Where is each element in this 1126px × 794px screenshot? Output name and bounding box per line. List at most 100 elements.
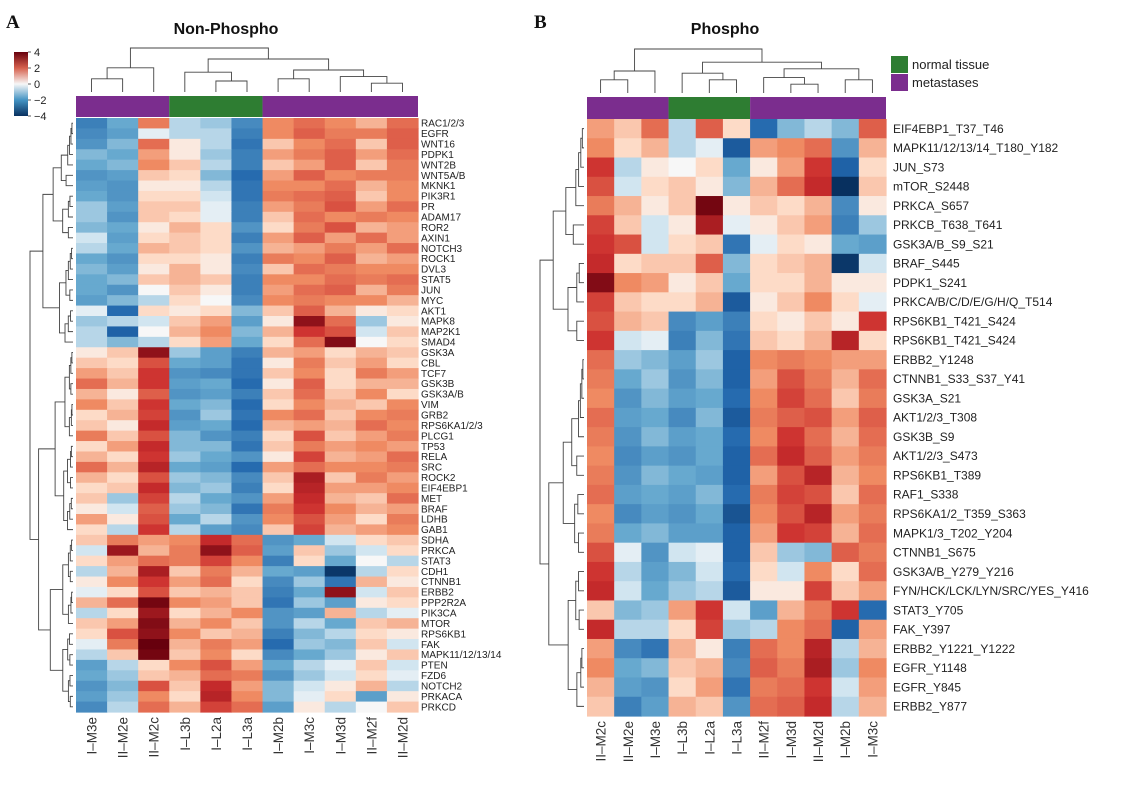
heatmap-cell [76, 274, 108, 286]
heatmap-cell [107, 222, 139, 234]
heatmap-cell [138, 680, 170, 692]
heatmap-cell [200, 149, 233, 161]
heatmap-cell [231, 639, 264, 651]
heatmap-cell [587, 215, 615, 236]
heatmap-cell [169, 253, 201, 265]
heatmap-cell [107, 118, 139, 130]
heatmap-cell [804, 427, 833, 447]
column-label-ii-m2c: II–M2c [147, 717, 162, 758]
heatmap-cell [169, 461, 201, 473]
heatmap-cell [200, 503, 233, 515]
heatmap-cell [858, 427, 887, 447]
column-dendrogram-branch [339, 76, 388, 92]
heatmap-cell [324, 659, 357, 671]
heatmap-cell [668, 330, 697, 351]
heatmap-cell [107, 607, 139, 619]
heatmap-cell [722, 677, 751, 698]
heatmap-cell [668, 619, 697, 640]
heatmap-cell [587, 176, 615, 197]
heatmap-cell [138, 607, 170, 619]
row-label-pdpk1-s241: PDPK1_S241 [893, 276, 967, 290]
heatmap-cell [355, 555, 388, 567]
legend-label-metastases: metastases [912, 75, 979, 90]
heatmap-cell [355, 524, 388, 536]
heatmap-cell [641, 561, 670, 582]
heatmap-cell [324, 420, 357, 432]
heatmap-cell [750, 542, 778, 563]
row-dendrogram-branch [42, 193, 60, 309]
heatmap-cell [777, 157, 806, 178]
heatmap-cell [587, 581, 615, 602]
row-label-pr: PR [421, 202, 435, 213]
row-label-adam17: ADAM17 [421, 213, 461, 224]
heatmap-cell [324, 493, 357, 505]
row-dendrogram-branch [67, 144, 73, 166]
group-bar-metastases [750, 97, 886, 119]
row-dendrogram-branch [71, 539, 73, 551]
heatmap-cell [231, 534, 264, 546]
row-label-cbl: CBL [421, 358, 441, 369]
heatmap-cell [804, 523, 833, 544]
heatmap-cell [355, 566, 388, 578]
heatmap-cell [107, 649, 139, 661]
heatmap-cell [107, 368, 139, 380]
heatmap-cell [138, 284, 170, 296]
heatmap-cell [355, 347, 388, 359]
heatmap-cell [231, 211, 264, 223]
heatmap-cell [641, 311, 670, 332]
heatmap-cell [169, 524, 201, 536]
heatmap-cell [138, 451, 170, 463]
heatmap-cell [722, 523, 751, 544]
heatmap-cell [587, 600, 615, 621]
heatmap-cell [76, 201, 108, 213]
heatmap-cell [614, 196, 642, 216]
heatmap-cell [138, 232, 170, 244]
row-label-vim: VIM [421, 400, 439, 411]
heatmap-cell [76, 409, 108, 421]
heatmap-cell [750, 561, 778, 582]
row-dendrogram-branch [576, 272, 584, 303]
heatmap-cell [858, 658, 887, 679]
heatmap-cell [293, 316, 326, 328]
heatmap-cell [614, 523, 642, 544]
heatmap-cell [750, 330, 778, 351]
heatmap-cell [695, 446, 724, 467]
heatmap-cell [138, 368, 170, 380]
heatmap-cell [386, 482, 419, 494]
heatmap-cell [355, 691, 388, 703]
heatmap-cell [169, 691, 201, 703]
row-label-egfr: EGFR [421, 129, 449, 140]
heatmap-cell [858, 138, 887, 159]
heatmap-cell [107, 659, 139, 671]
heatmap-cell [355, 618, 388, 630]
heatmap-cell [169, 368, 201, 380]
heatmap-cell [668, 311, 697, 332]
heatmap-cell [107, 253, 139, 265]
heatmap-cell [262, 659, 295, 671]
heatmap-cell [169, 441, 201, 453]
heatmap-cell [107, 701, 139, 713]
row-label-ctnnb1-s675: CTNNB1_S675 [893, 546, 976, 560]
heatmap-cell [587, 138, 615, 159]
heatmap-cell [262, 138, 295, 150]
heatmap-cell [231, 586, 264, 598]
row-dendrogram-branch [63, 470, 68, 521]
heatmap-cell [386, 701, 419, 713]
heatmap-cell [293, 514, 326, 526]
heatmap-cell [641, 600, 670, 621]
heatmap-cell [355, 190, 388, 202]
heatmap-cell [169, 545, 201, 557]
heatmap-cell [262, 232, 295, 244]
heatmap-cell [386, 566, 419, 578]
row-label-notch2: NOTCH2 [421, 681, 463, 692]
heatmap-cell [587, 311, 615, 332]
heatmap-cell [355, 607, 388, 619]
heatmap-cell [262, 534, 295, 546]
heatmap-cell [200, 649, 233, 661]
heatmap-cell [262, 493, 295, 505]
heatmap-cell [138, 555, 170, 567]
heatmap-cell [641, 388, 670, 409]
heatmap-cell [614, 542, 642, 563]
heatmap-cell [750, 581, 778, 602]
heatmap-cell [804, 581, 833, 602]
